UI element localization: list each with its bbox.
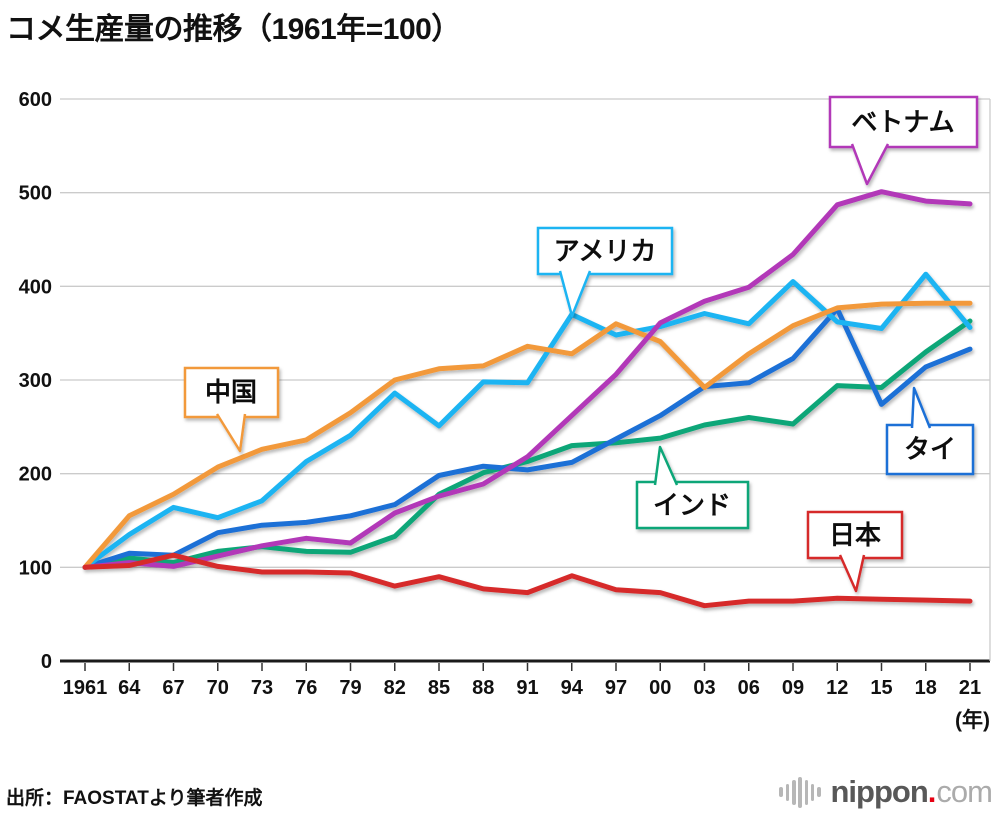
y-axis-label-0: 0	[41, 651, 52, 673]
callout-box-japan	[806, 510, 904, 560]
x-axis-label-1961: 1961	[63, 677, 108, 699]
chart-title: コメ生産量の推移（1961年=100）	[6, 13, 461, 46]
series-layer	[82, 189, 973, 609]
x-axis-label-85: 85	[428, 677, 450, 699]
series-line-vietnam	[82, 189, 973, 570]
callout-box-thailand	[885, 423, 975, 476]
x-axis-label-15: 15	[870, 677, 892, 699]
callout-label-india: インド	[653, 490, 731, 520]
logo-dot: .	[927, 774, 937, 809]
x-axis-label-88: 88	[472, 677, 494, 699]
y-axis-label-600: 600	[19, 89, 52, 111]
series-line-china	[82, 300, 973, 570]
line-chart-canvas: 0 100 200 300 400 500 600 1961 64 67 70 73 76 79 82 85 8…	[19, 89, 991, 732]
callout-india: インド	[635, 445, 750, 530]
x-axis-label-82: 82	[384, 677, 406, 699]
callout-label-america: アメリカ	[554, 236, 657, 266]
callout-label-china: 中国	[205, 377, 257, 407]
callout-box-vietnam	[828, 95, 979, 149]
x-axis-unit-label: (年)	[955, 708, 990, 732]
y-axis-label-200: 200	[19, 464, 52, 486]
x-axis-label-00: 00	[649, 677, 671, 699]
x-axis-label-18: 18	[915, 677, 937, 699]
callout-vietnam: ベトナム	[828, 95, 979, 186]
callout-label-thailand: タイ	[904, 434, 956, 464]
x-axis-label-09: 09	[782, 677, 804, 699]
callout-tail-india	[653, 445, 679, 486]
callout-tail-thailand	[910, 386, 932, 429]
x-axis-label-67: 67	[162, 677, 184, 699]
callout-layer: ベトナム アメリカ 中国 タイ インド	[183, 95, 979, 593]
callout-japan: 日本	[806, 510, 904, 593]
callout-label-japan: 日本	[829, 520, 881, 550]
callout-thailand: タイ	[885, 386, 975, 476]
callout-box-america	[536, 226, 674, 276]
axis-label-layer: 0 100 200 300 400 500 600 1961 64 67 70 73 76 79 82 85 8…	[19, 89, 982, 699]
series-line-america	[82, 271, 973, 570]
series-line-japan	[82, 552, 973, 609]
logo-text-tld: com	[936, 774, 993, 809]
callout-tail-japan	[838, 554, 866, 593]
y-axis-label-100: 100	[19, 557, 52, 579]
x-axis-label-12: 12	[826, 677, 848, 699]
x-axis-label-64: 64	[118, 677, 141, 699]
x-axis-label-97: 97	[605, 677, 627, 699]
y-axis-label-500: 500	[19, 183, 52, 205]
nippon-logo: nippon. com	[779, 774, 993, 810]
callout-tail-america	[558, 270, 592, 318]
y-axis-label-400: 400	[19, 276, 52, 298]
y-axis-label-300: 300	[19, 370, 52, 392]
x-axis-label-79: 79	[339, 677, 361, 699]
callout-box-india	[635, 480, 750, 530]
callout-label-vietnam: ベトナム	[851, 107, 954, 137]
callout-tail-vietnam	[850, 143, 890, 186]
series-line-thailand	[82, 306, 973, 570]
x-axis-label-06: 06	[738, 677, 760, 699]
x-axis-label-21: 21	[959, 677, 981, 699]
callout-america: アメリカ	[536, 226, 674, 318]
x-axis-label-03: 03	[693, 677, 715, 699]
soundwave-icon	[779, 776, 823, 808]
callout-tail-china	[215, 413, 247, 453]
series-line-india	[82, 318, 973, 570]
x-axis-label-73: 73	[251, 677, 273, 699]
callout-china: 中国	[183, 366, 280, 453]
x-axis-label-94: 94	[561, 677, 584, 699]
x-axis-label-91: 91	[516, 677, 538, 699]
source-note: 出所：FAOSTATより筆者作成	[6, 788, 263, 809]
callout-box-china	[183, 366, 280, 419]
x-axis-label-70: 70	[207, 677, 229, 699]
logo-text-main: nippon	[830, 774, 929, 809]
x-axis-label-76: 76	[295, 677, 317, 699]
